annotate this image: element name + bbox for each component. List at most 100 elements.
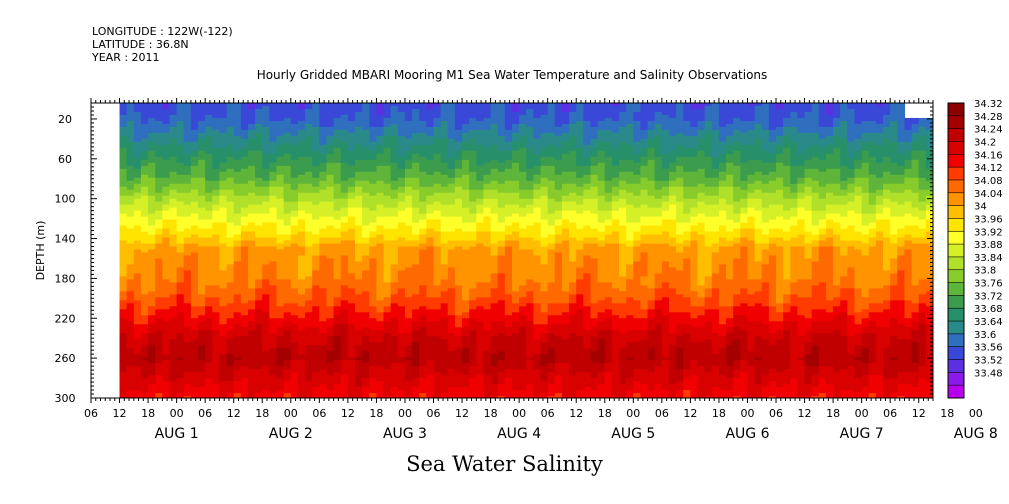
heatmap-cell: [390, 261, 399, 266]
heatmap-cell: [390, 180, 399, 185]
heatmap-cell: [190, 255, 199, 260]
heatmap-cell: [169, 369, 178, 373]
heatmap-cell: [419, 372, 427, 376]
heatmap-cell: [290, 198, 299, 203]
heatmap-cell: [426, 369, 435, 373]
heatmap-cell: [347, 348, 356, 352]
heatmap-cell: [312, 354, 320, 358]
heatmap-cell: [454, 207, 463, 212]
heatmap-cell: [162, 363, 171, 367]
heatmap-cell: [176, 303, 185, 307]
heatmap-cell: [297, 120, 306, 125]
heatmap-cell: [419, 126, 427, 131]
heatmap-cell: [426, 150, 435, 155]
heatmap-cell: [376, 240, 385, 245]
heatmap-cell: [190, 117, 199, 122]
heatmap-cell: [247, 195, 256, 200]
heatmap-cell: [190, 279, 199, 283]
heatmap-cell: [269, 333, 278, 337]
heatmap-cell: [133, 372, 142, 376]
heatmap-cell: [355, 201, 363, 206]
heatmap-cell: [119, 360, 128, 364]
heatmap-cell: [340, 273, 349, 278]
heatmap-cell: [454, 237, 463, 242]
heatmap-cell: [433, 225, 442, 230]
heatmap-cell: [262, 318, 270, 322]
heatmap-cell: [198, 258, 206, 263]
heatmap-cell: [469, 108, 477, 113]
heatmap-cell: [447, 387, 456, 391]
heatmap-cell: [212, 150, 221, 155]
heatmap-cell: [255, 318, 263, 322]
heatmap-cell: [390, 384, 399, 388]
heatmap-cell: [262, 282, 270, 286]
heatmap-cell: [454, 177, 463, 182]
heatmap-cell: [419, 369, 427, 373]
heatmap-cell: [269, 189, 278, 194]
heatmap-cell: [212, 117, 221, 122]
heatmap-cell: [198, 357, 206, 361]
heatmap-cell: [169, 228, 178, 233]
heatmap-cell: [283, 282, 292, 286]
heatmap-cell: [198, 267, 206, 272]
heatmap-cell: [454, 246, 463, 251]
heatmap-cell: [419, 135, 427, 140]
heatmap-cell: [397, 303, 406, 307]
heatmap-cell: [276, 354, 285, 358]
heatmap-cell: [233, 141, 242, 146]
heatmap-cell: [383, 222, 392, 227]
heatmap-cell: [369, 357, 378, 361]
heatmap-cell: [148, 327, 156, 331]
heatmap-cell: [176, 201, 185, 206]
heatmap-cell: [190, 306, 199, 310]
heatmap-cell: [269, 177, 278, 182]
heatmap-cell: [233, 264, 242, 269]
heatmap-cell: [205, 345, 213, 349]
heatmap-cell: [454, 183, 463, 188]
heatmap-cell: [148, 369, 156, 373]
heatmap-cell: [240, 180, 249, 185]
heatmap-cell: [176, 261, 185, 266]
heatmap-cell: [219, 129, 228, 134]
heatmap-cell: [212, 348, 221, 352]
heatmap-cell: [233, 156, 242, 161]
heatmap-cell: [447, 117, 456, 122]
heatmap-cell: [262, 111, 270, 116]
heatmap-cell: [447, 396, 456, 398]
heatmap-cell: [426, 228, 435, 233]
heatmap-cell: [133, 381, 142, 385]
heatmap-cell: [219, 216, 228, 221]
heatmap-cell: [454, 138, 463, 143]
heatmap-cell: [212, 210, 221, 215]
heatmap-cell: [397, 360, 406, 364]
heatmap-cell: [312, 105, 320, 110]
heatmap-cell: [233, 252, 242, 257]
heatmap-cell: [333, 345, 342, 349]
heatmap-cell: [454, 249, 463, 254]
heatmap-cell: [247, 294, 256, 298]
heatmap-cell: [155, 150, 163, 155]
heatmap-cell: [255, 138, 263, 143]
heatmap-cell: [162, 330, 171, 334]
heatmap-cell: [205, 354, 213, 358]
heatmap-cell: [255, 378, 263, 382]
heatmap-cell: [312, 189, 320, 194]
heatmap-cell: [198, 321, 206, 325]
heatmap-cell: [198, 159, 206, 164]
heatmap-cell: [133, 327, 142, 331]
heatmap-cell: [262, 312, 270, 316]
heatmap-cell: [397, 171, 406, 176]
heatmap-cell: [148, 291, 156, 295]
heatmap-cell: [404, 300, 413, 304]
heatmap-cell: [376, 282, 385, 286]
heatmap-cell: [176, 231, 185, 236]
heatmap-cell: [255, 246, 263, 251]
heatmap-cell: [447, 168, 456, 173]
heatmap-cell: [283, 162, 292, 167]
heatmap-cell: [340, 312, 349, 316]
heatmap-cell: [133, 246, 142, 251]
heatmap-cell: [205, 228, 213, 233]
heatmap-cell: [276, 147, 285, 152]
heatmap-cell: [362, 213, 370, 218]
heatmap-cell: [412, 345, 420, 349]
